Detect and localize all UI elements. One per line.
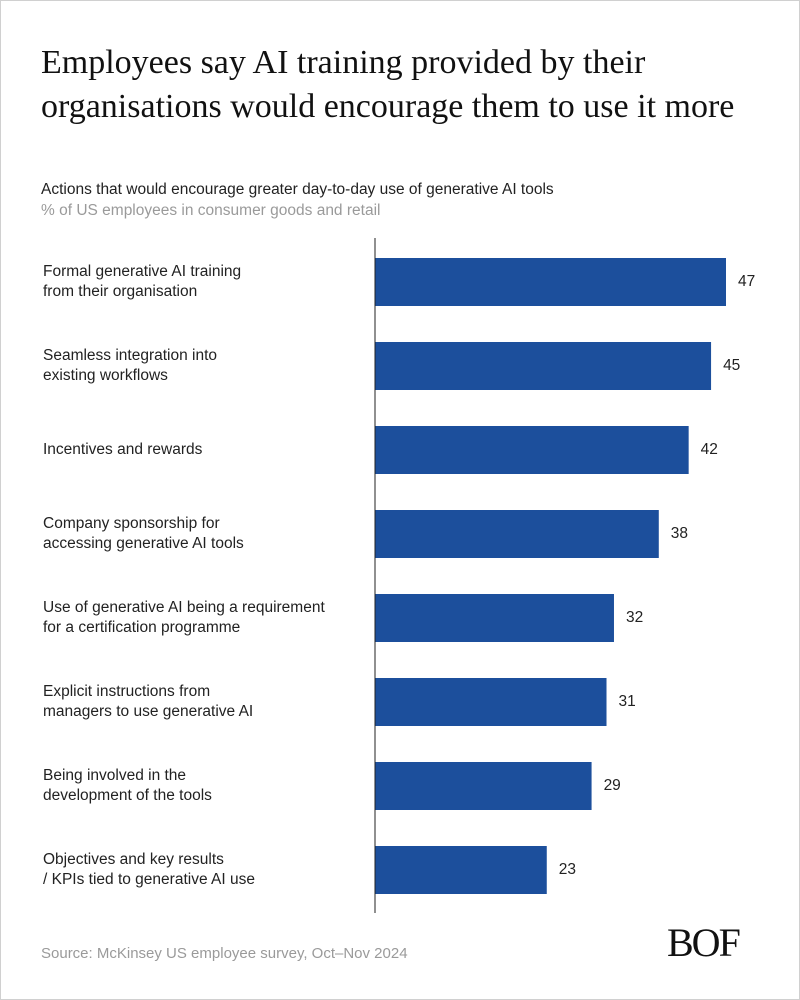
chart-note: % of US employees in consumer goods and … <box>41 202 381 219</box>
category-label: for a certification programme <box>43 619 240 636</box>
category-label: managers to use generative AI <box>43 703 253 720</box>
category-label: Explicit instructions from <box>43 683 210 700</box>
category-label: existing workflows <box>43 367 168 384</box>
bar <box>375 594 614 642</box>
source: Source: McKinsey US employee survey, Oct… <box>41 945 408 962</box>
value-label: 29 <box>604 777 621 794</box>
bar <box>375 258 726 306</box>
logo: BOF <box>667 920 741 965</box>
value-label: 42 <box>701 441 718 458</box>
bar <box>375 846 547 894</box>
value-label: 38 <box>671 525 688 542</box>
value-label: 32 <box>626 609 643 626</box>
value-label: 23 <box>559 861 576 878</box>
category-label: Being involved in the <box>43 767 186 784</box>
bar <box>375 342 712 390</box>
chart-title: Employees say AI training provided by th… <box>41 44 735 125</box>
category-label: development of the tools <box>43 787 212 804</box>
value-label: 45 <box>723 357 740 374</box>
category-label: Objectives and key results <box>43 851 224 868</box>
category-label: Company sponsorship for <box>43 515 220 532</box>
category-label: Use of generative AI being a requirement <box>43 599 325 616</box>
bar <box>375 510 659 558</box>
category-label: accessing generative AI tools <box>43 535 244 552</box>
bar <box>375 426 689 474</box>
category-label: Formal generative AI training <box>43 263 241 280</box>
category-label: / KPIs tied to generative AI use <box>43 871 255 888</box>
bar <box>375 762 592 810</box>
value-label: 31 <box>619 693 636 710</box>
category-label: Seamless integration into <box>43 347 217 364</box>
category-label: from their organisation <box>43 283 197 300</box>
category-label: Incentives and rewards <box>43 441 203 458</box>
value-label: 47 <box>738 273 755 290</box>
chart-subtitle: Actions that would encourage greater day… <box>41 181 554 198</box>
bar <box>375 678 607 726</box>
